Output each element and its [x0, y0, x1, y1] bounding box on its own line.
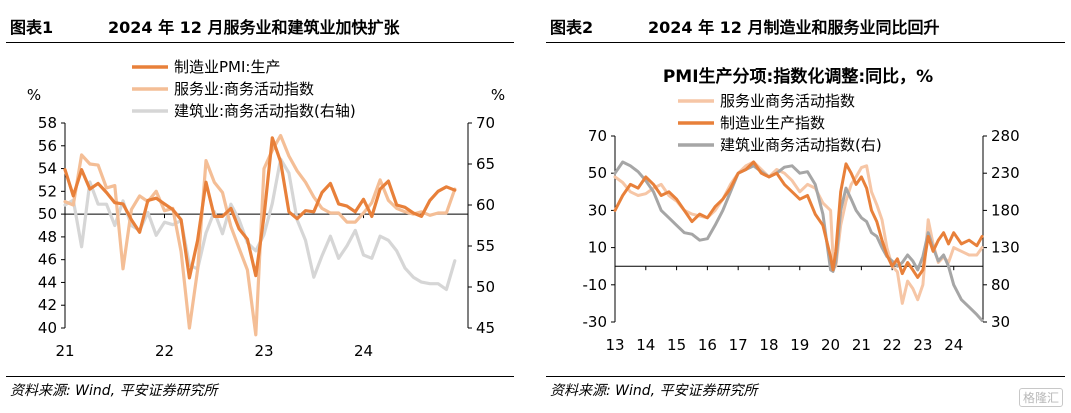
y-tick-label-left: 50 [38, 205, 57, 223]
x-tick-label: 19 [790, 336, 809, 354]
y-tick-label-left: -30 [583, 313, 608, 331]
y-tick-label-right: 60 [476, 196, 495, 214]
y-tick-label-left: 48 [38, 228, 57, 246]
x-tick-label: 18 [759, 336, 778, 354]
x-tick-label: 24 [354, 342, 373, 360]
y-tick-label-right: 80 [991, 276, 1010, 294]
legend-label: 服务业:商务活动指数 [174, 80, 314, 98]
source-note: 资料来源: Wind, 平安证券研究所 [10, 383, 218, 399]
series-line-0 [63, 136, 457, 280]
x-tick-label: 23 [913, 336, 932, 354]
legend-label: 制造业PMI:生产 [174, 58, 280, 76]
figure-title: 图表2 2024 年 12 月制造业和服务业同比回升 [550, 14, 1065, 40]
x-tick-label: 21 [852, 336, 871, 354]
chart-panel-right: 图表2 2024 年 12 月制造业和服务业同比回升 PMI生产分项:指数化调整:… [540, 0, 1071, 413]
y-tick-label-right: 45 [476, 319, 495, 337]
x-tick-label: 24 [944, 336, 963, 354]
y-tick-label-right: 30 [991, 313, 1010, 331]
y-tick-label-right: 130 [991, 239, 1020, 257]
legend-label: 服务业商务活动指数 [720, 92, 855, 110]
x-tick-label: 23 [254, 342, 273, 360]
y-tick-label-left: 70 [588, 127, 607, 145]
figure-title-text: 2024 年 12 月服务业和建筑业加快扩张 [108, 18, 400, 37]
figure-number: 图表2 [550, 18, 594, 37]
y-tick-label-right: 55 [476, 237, 495, 255]
watermark-logo: 格隆汇 [1018, 388, 1063, 407]
y-tick-label-left: 46 [38, 251, 57, 269]
chart-title: PMI生产分项:指数化调整:同比，% [663, 66, 933, 87]
y-tick-label-left: -10 [583, 276, 608, 294]
y-tick-label-left: 50 [588, 164, 607, 182]
x-tick-label: 15 [667, 336, 686, 354]
y-tick-label-left: 42 [38, 296, 57, 314]
x-tick-label: 20 [821, 336, 840, 354]
y-tick-label-right: 180 [991, 201, 1020, 219]
x-tick-label: 16 [698, 336, 717, 354]
y-tick-label-left: 58 [38, 114, 57, 132]
source-rule [6, 376, 514, 377]
x-tick-label: 22 [883, 336, 902, 354]
x-tick-label: 14 [636, 336, 655, 354]
y-tick-label-right: 280 [991, 127, 1020, 145]
y-tick-label-right: 70 [476, 114, 495, 132]
figure-number: 图表1 [10, 18, 54, 37]
source-rule [546, 376, 1065, 377]
y-axis-unit-right: % [491, 86, 505, 104]
y-tick-label-left: 40 [38, 319, 57, 337]
line-chart-services-construction: % % 40 42 44 46 48 50 52 54 56 58 45 50 55 60 65 70 21 22 23… [27, 58, 505, 360]
y-tick-label-left: 54 [38, 160, 57, 178]
series-line-1 [613, 160, 984, 279]
y-tick-label-left: 44 [38, 273, 57, 291]
figure-title: 图表1 2024 年 12 月服务业和建筑业加快扩张 [10, 14, 514, 40]
legend-label: 制造业生产指数 [720, 114, 825, 132]
y-tick-label-right: 65 [476, 155, 495, 173]
x-tick-label: 17 [729, 336, 748, 354]
y-tick-label-left: 10 [588, 239, 607, 257]
legend-label: 建筑业商务活动指数(右) [720, 136, 882, 154]
source-note: 资料来源: Wind, 平安证券研究所 [550, 383, 758, 399]
x-tick-label: 13 [605, 336, 624, 354]
legend-label: 建筑业:商务活动指数(右轴) [174, 102, 356, 120]
line-chart-pmi-yoy: PMI生产分项:指数化调整:同比，% -30 -10 10 30 50 70 30 80 130 1… [583, 66, 1020, 354]
y-tick-label-right: 50 [476, 278, 495, 296]
y-tick-label-left: 52 [38, 182, 57, 200]
title-rule [546, 42, 1065, 43]
x-tick-label: 22 [155, 342, 174, 360]
y-tick-label-right: 230 [991, 164, 1020, 182]
figure-title-text: 2024 年 12 月制造业和服务业同比回升 [648, 18, 940, 37]
title-rule [6, 42, 514, 43]
chart-panel-left: 图表1 2024 年 12 月服务业和建筑业加快扩张 %% 40 42 44 46 48 50… [0, 0, 520, 413]
x-tick-label: 21 [55, 342, 74, 360]
y-tick-label-left: 30 [588, 201, 607, 219]
y-tick-label-left: 56 [38, 137, 57, 155]
y-axis-unit-left: % [27, 86, 41, 104]
